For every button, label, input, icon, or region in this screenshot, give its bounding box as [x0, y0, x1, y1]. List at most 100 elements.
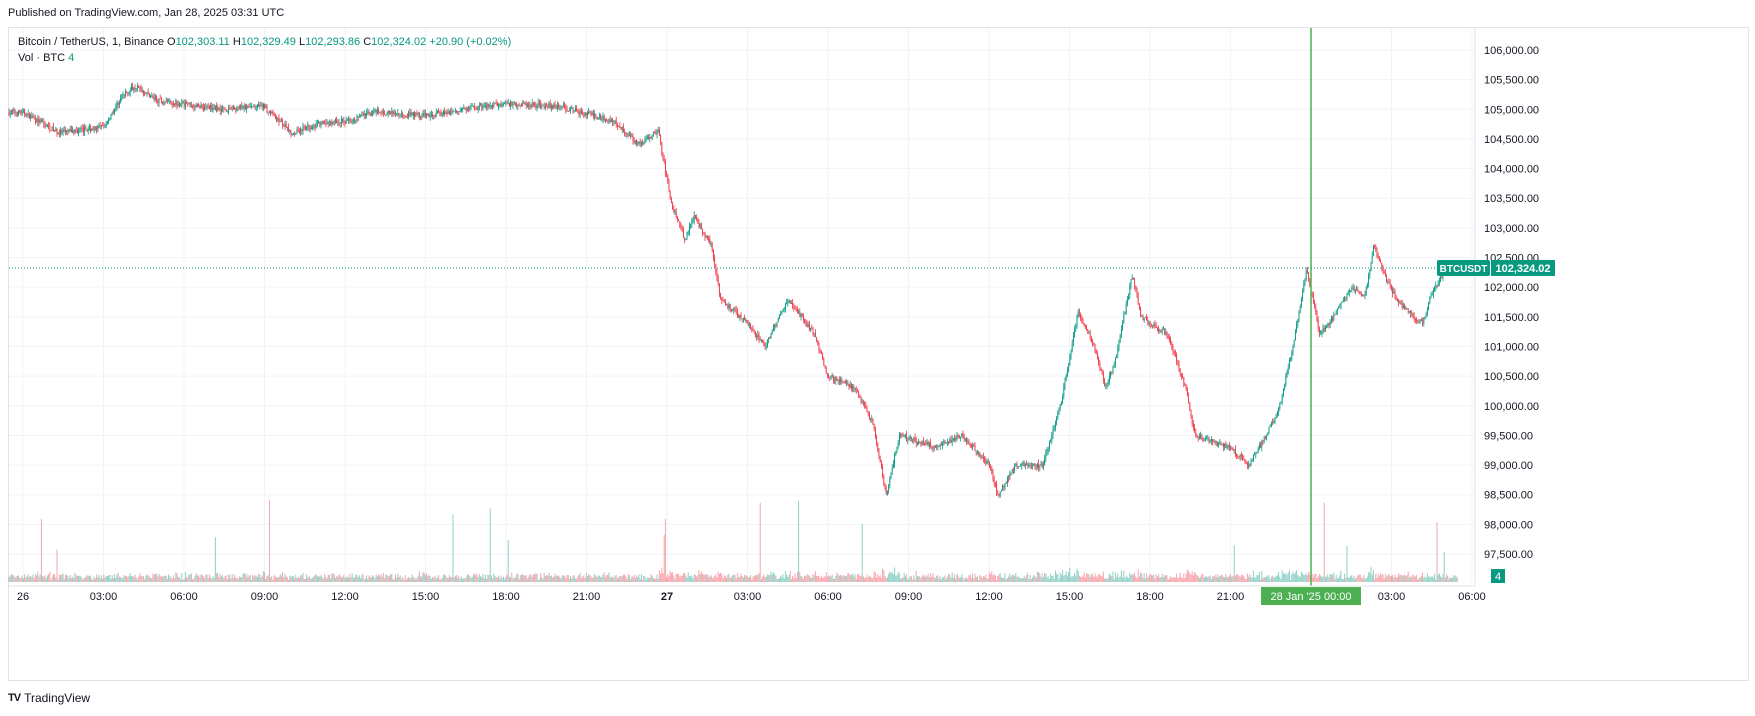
candle-body — [1375, 246, 1377, 251]
footer-brand[interactable]: TradingView — [24, 691, 91, 705]
volume-bar — [25, 577, 27, 582]
volume-bar — [150, 578, 152, 582]
volume-bar — [1176, 573, 1178, 582]
volume-bar — [458, 575, 460, 582]
volume-bar — [1428, 576, 1430, 582]
candle-body — [170, 100, 172, 104]
candle-body — [831, 375, 833, 377]
candle-body — [1131, 277, 1133, 280]
candle-body — [128, 92, 130, 94]
candle-body — [1413, 316, 1415, 319]
candle-body — [1304, 279, 1306, 284]
volume-bar — [578, 574, 580, 582]
volume-bar — [1110, 575, 1112, 582]
candle-body — [460, 108, 462, 111]
volume-bar — [1296, 570, 1298, 582]
candle-body — [1068, 364, 1070, 371]
volume-bar — [1256, 574, 1258, 582]
candle-body — [669, 190, 671, 200]
tradingview-logo-icon[interactable]: TV — [8, 692, 21, 704]
volume-label[interactable]: Vol · BTC — [18, 52, 66, 64]
candle-body — [591, 112, 593, 116]
candle-body — [45, 126, 47, 128]
candle-body — [148, 93, 150, 98]
volume-bar — [1125, 575, 1127, 582]
volume-bar — [1406, 575, 1408, 582]
volume-bar — [98, 574, 100, 582]
volume-bar — [433, 577, 435, 582]
candle-body — [1017, 466, 1019, 468]
candle-body — [1234, 449, 1236, 455]
volume-bar — [1417, 579, 1419, 582]
candle-body — [1264, 437, 1266, 438]
candle-body — [648, 136, 650, 139]
candle-body — [855, 388, 857, 392]
candle-body — [1219, 442, 1221, 444]
chart-frame[interactable] — [8, 27, 1749, 681]
candle-body — [72, 130, 74, 133]
volume-bar — [187, 576, 189, 582]
candle-body — [820, 351, 822, 355]
volume-bar — [555, 576, 557, 582]
volume-bar — [662, 573, 664, 582]
volume-bar — [579, 573, 581, 582]
candle-body — [62, 131, 64, 133]
candle-body — [1190, 410, 1192, 417]
candle-body — [1388, 281, 1390, 283]
volume-bar — [273, 574, 275, 582]
candle-body — [34, 118, 36, 122]
candle-body — [1220, 442, 1222, 445]
symbol-name[interactable]: Bitcoin / TetherUS, 1, Binance — [18, 36, 164, 48]
candle-body — [687, 232, 689, 235]
volume-bar — [799, 572, 801, 582]
candle-body — [1119, 334, 1121, 340]
candle-body — [10, 110, 12, 114]
volume-bar — [913, 575, 915, 582]
candle-body — [405, 115, 407, 117]
volume-bar — [655, 578, 657, 582]
volume-bar — [1282, 573, 1284, 582]
volume-bar — [879, 575, 881, 582]
candle-body — [392, 111, 394, 114]
candle-body — [1257, 447, 1259, 452]
candle-body — [511, 101, 513, 106]
volume-bar — [936, 575, 938, 582]
candle-body — [974, 445, 976, 451]
volume-bar — [817, 575, 819, 582]
volume-bar — [1066, 575, 1068, 582]
candle-body — [393, 112, 395, 114]
price-chart[interactable]: 97,500.0098,000.0098,500.0099,000.0099,5… — [0, 0, 1755, 690]
volume-bar — [40, 518, 42, 582]
volume-bar — [277, 577, 279, 582]
candle-body — [331, 122, 333, 125]
price-tick-label: 103,500.00 — [1484, 193, 1539, 205]
candle-body — [794, 307, 796, 309]
volume-bar — [1444, 577, 1446, 582]
volume-bar — [996, 579, 998, 582]
volume-bar — [451, 577, 453, 582]
candle-body — [162, 101, 164, 104]
volume-bar — [1144, 578, 1146, 582]
volume-bar — [955, 578, 957, 582]
volume-bar — [108, 575, 110, 582]
candle-body — [1348, 291, 1350, 293]
volume-bar — [544, 576, 546, 582]
candle-body — [745, 319, 747, 321]
volume-bar — [1148, 575, 1150, 582]
volume-bar — [1226, 576, 1228, 582]
candle-body — [370, 113, 372, 116]
candle-body — [1077, 311, 1079, 317]
chart-grid — [9, 28, 1475, 582]
candle-body — [75, 129, 77, 131]
volume-bar — [164, 575, 166, 582]
candle-body — [427, 114, 429, 116]
candle-body — [1141, 315, 1143, 317]
volume-bar — [717, 571, 719, 582]
candle-body — [410, 112, 412, 116]
candle-body — [368, 111, 370, 114]
candle-body — [1080, 313, 1082, 318]
volume-bar — [52, 573, 54, 582]
candle-body — [1111, 371, 1113, 373]
candle-body — [1424, 316, 1426, 319]
volume-bar — [87, 575, 89, 582]
